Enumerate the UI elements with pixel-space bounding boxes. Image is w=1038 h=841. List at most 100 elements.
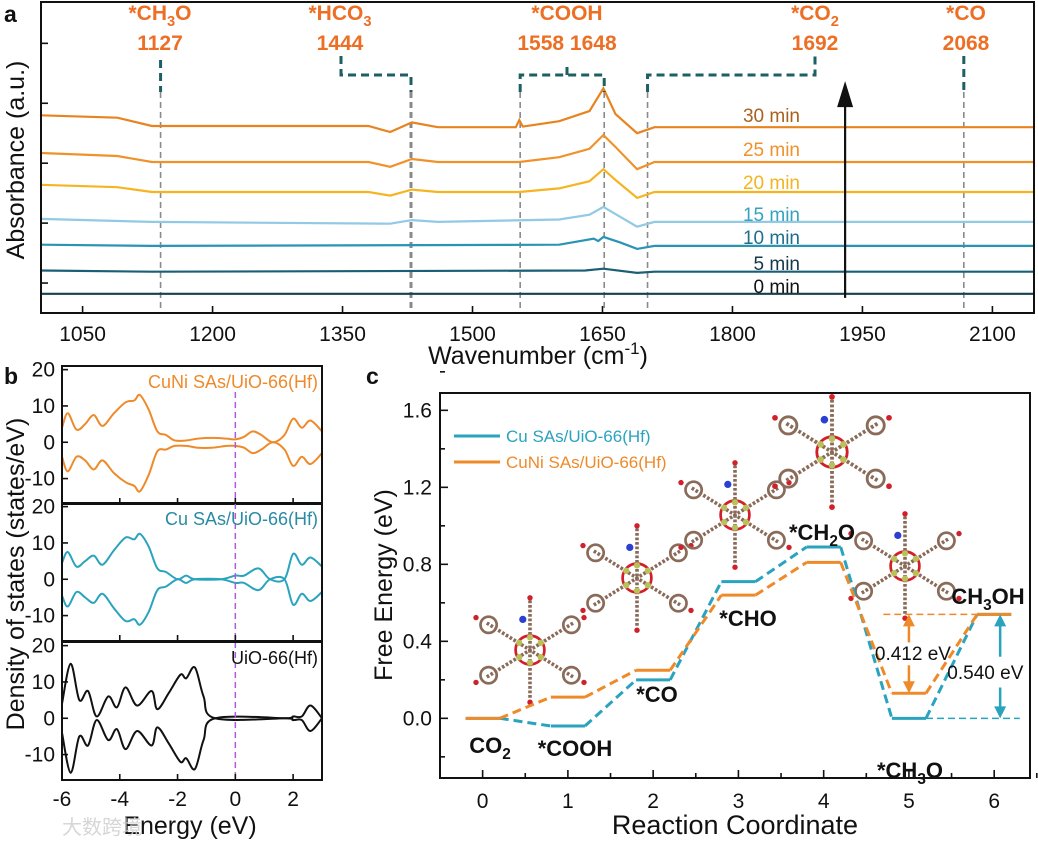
oxygen-atom [772,483,778,490]
benzene-ring [479,615,499,635]
metal-atom [817,456,824,463]
metal-atom [721,519,728,526]
panel-letter-a: a [4,1,17,27]
series-label: 25 min [743,140,800,161]
energy-transition [583,678,638,728]
spectrum-15-min [40,205,1034,228]
barrier-label: 0.412 eV [875,644,951,665]
series-label: 10 min [743,228,800,249]
state-label: CH3OH [951,584,1024,614]
metal-atom [633,562,641,569]
y-axis-label: Density of states (states/eV) [2,418,30,731]
bracket-hco3 [339,56,413,92]
annotation-species: *HCO3 [308,2,371,30]
dos-spin-down-curve [61,715,323,774]
oxygen-atom [848,595,854,602]
spectrum-20-min [40,167,1034,200]
x-axis-label: Energy (eV) [123,812,256,840]
x-tick-label: -2 [168,788,187,811]
metal-atom [644,582,651,589]
panel-c-free-energy-diagram: 0.412 eV0.540 eV CO2 *COOH *CO *CHO *CH2O *CH3… [370,371,1038,840]
y-axis-label: Free Energy (eV) [370,489,398,681]
adsorbate-atom [820,415,829,424]
benzene-ring [778,468,799,489]
x-tick-label: 2100 [969,323,1016,346]
energy-transition [499,716,552,728]
y-tick-label: 0.4 [403,630,433,653]
benzene-ring [854,581,874,601]
metal-atom [537,654,544,661]
y-tick-label: 10 [32,532,55,555]
y-tick-label: 20 [32,359,55,382]
series-label: 5 min [754,254,800,275]
oxygen-atom [580,542,586,549]
energy-transition [668,580,723,681]
plot-frame [40,1,1035,314]
benzene-ring [766,530,786,550]
benzene-ring [684,530,704,550]
state-label: CO2 [469,733,511,763]
linker-bond [785,421,879,483]
benzene-ring [865,468,886,489]
linker-bond [592,549,682,607]
x-axis-label: Reaction Coordinate [612,810,858,840]
oxygen-atom [527,699,533,705]
annotation-species: *COOH [531,2,602,25]
energy-transition [668,594,723,672]
y-tick-label: 1.6 [403,399,432,422]
bracket-cooh [518,64,606,92]
metal-atom [901,550,909,557]
oxygen-atom [902,511,908,517]
energy-transition [499,695,552,720]
x-tick-label: 1800 [709,323,756,346]
oxygen-atom [956,530,962,537]
state-label: *CH3O [877,758,943,788]
y-tick-label: 0.0 [403,707,432,730]
annotation-wavenumber: 1558 1648 [517,32,617,55]
series-label: 0 min [754,277,800,298]
annotation-species: *CH3O [128,2,191,30]
annotation-wavenumber: 1127 [137,32,183,55]
x-tick-label: 1650 [579,323,626,346]
molecular-structure-icon [473,595,587,705]
molecular-structure-icon [772,394,892,510]
plot-frame [439,392,1031,779]
spectrum-10-min [40,235,1034,251]
oxygen-atom [581,679,587,686]
dos-spin-up-curve [61,393,323,444]
annotation-species: *CO2 [791,2,839,30]
dos-spin-up-curve [61,532,323,583]
oxygen-atom [829,394,835,400]
metal-atom [623,582,630,589]
oxygen-atom [732,460,738,466]
series-label: 20 min [743,173,800,194]
subplot-legend-label: CuNi SAs/UiO-66(Hf) [148,372,318,392]
metal-atom [840,456,847,463]
benzene-ring [561,665,581,685]
watermark: 大数跨境 [62,816,142,839]
energy-transition [839,561,894,694]
energy-transition [584,668,637,699]
adsorbate-atom [626,543,634,551]
x-tick-label: 1500 [449,323,496,346]
oxygen-atom [527,595,533,601]
metal-atom [840,441,847,448]
x-tick-label: 1950 [839,323,886,346]
series-label: 15 min [743,205,800,226]
barrier-label: 0.540 eV [947,663,1023,684]
arrow-up-icon [994,614,1007,627]
annotation-wavenumber: 2068 [943,32,990,55]
x-tick-label: -4 [110,788,129,811]
metal-atom [731,524,739,531]
metal-atom [633,587,641,594]
legend-label: CuNi SAs/UiO-66(Hf) [506,453,667,472]
annotation-wavenumber: 1444 [317,32,364,55]
oxygen-atom [786,544,792,551]
annotation-wavenumber: 1692 [792,32,839,55]
metal-atom [742,504,749,511]
oxygen-atom [732,564,738,570]
metal-atom [828,435,836,443]
